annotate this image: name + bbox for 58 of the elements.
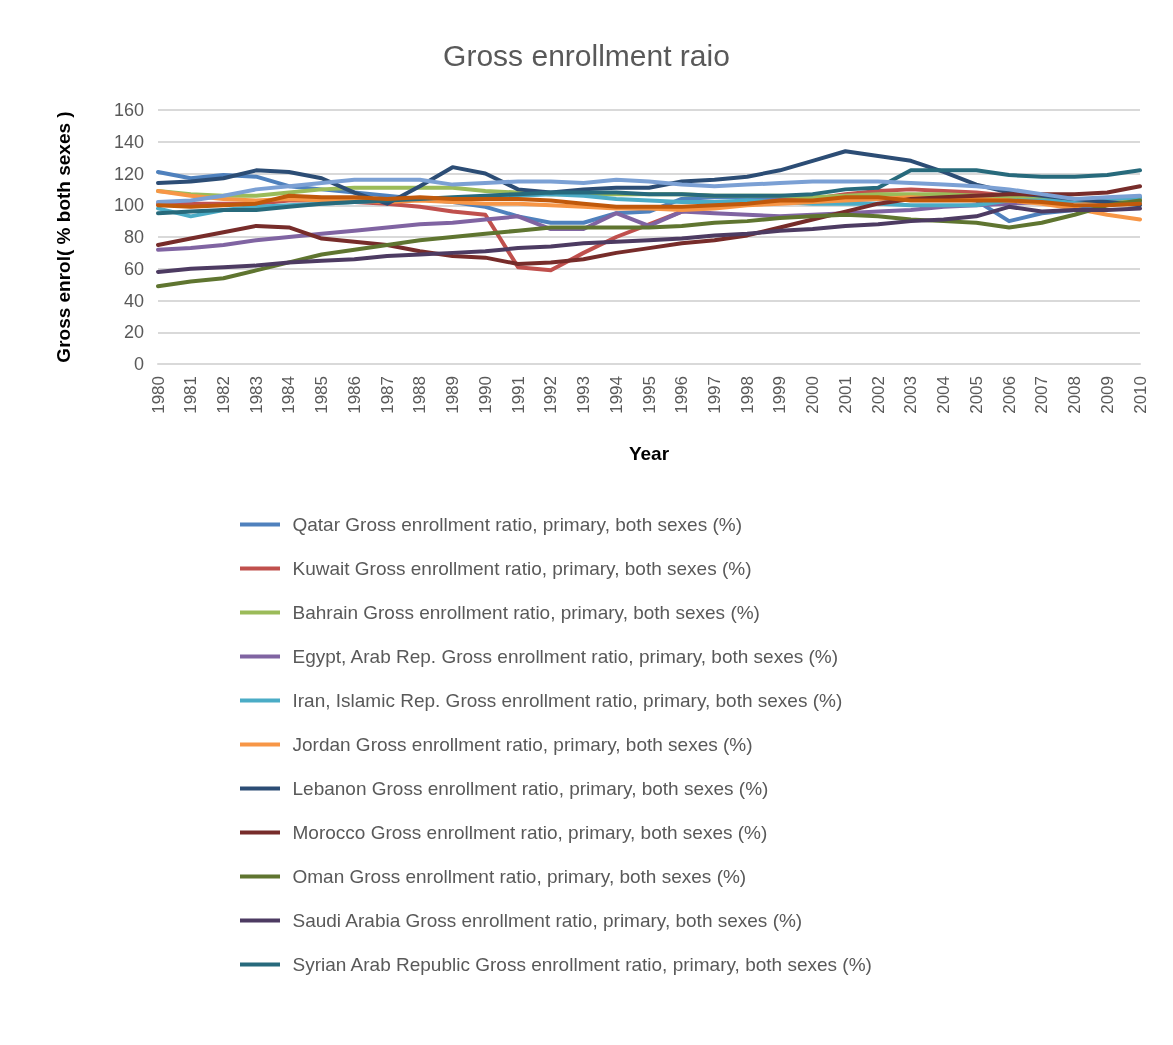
x-tick-label: 1988 (410, 376, 430, 414)
x-tick-label: 1981 (181, 376, 201, 414)
legend-label: Jordan Gross enrollment ratio, primary, both sexes (%) (292, 734, 753, 755)
legend-label: Bahrain Gross enrollment ratio, primary, both sexes (%) (292, 602, 760, 623)
legend-label: Morocco Gross enrollment ratio, primary, both sexes (%) (292, 822, 768, 843)
legend-label: Oman Gross enrollment ratio, primary, both sexes (%) (292, 866, 747, 887)
x-tick-label: 2007 (1032, 376, 1052, 414)
line-series (156, 204, 1142, 274)
x-tick-label: 1982 (213, 376, 233, 414)
x-tick-label: 1993 (574, 376, 594, 414)
line-series (156, 177, 1142, 205)
x-tick-label: 2003 (901, 376, 921, 414)
x-tick-label: 2009 (1097, 376, 1117, 414)
legend-label: Lebanon Gross enrollment ratio, primary, both sexes (%) (292, 778, 769, 799)
x-tick-label: 1991 (508, 376, 528, 414)
x-tick-label: 1985 (312, 376, 332, 414)
x-tick-label: 2004 (934, 376, 954, 414)
x-tick-label: 2008 (1065, 376, 1085, 414)
x-tick-label: 2002 (868, 376, 888, 414)
line-series (156, 193, 1142, 209)
y-tick-label: 140 (113, 131, 144, 152)
line-series (156, 168, 1142, 216)
y-tick-label: 0 (133, 354, 144, 374)
legend-label: Qatar Gross enrollment ratio, primary, both sexes (%) (292, 514, 742, 535)
x-tick-label: 1996 (672, 376, 692, 414)
legend-label: Egypt, Arab Rep. Gross enrollment ratio, primary, both sexes (%) (292, 646, 839, 667)
y-tick-label: 60 (123, 258, 144, 279)
x-tick-label: 1994 (606, 376, 626, 414)
x-axis-title: Year (628, 443, 670, 464)
x-tick-label: 1984 (279, 376, 299, 414)
x-tick-label: 2006 (999, 376, 1019, 414)
x-tick-label: 1986 (344, 376, 364, 414)
x-tick-label: 1990 (475, 376, 495, 414)
legend-label: Syrian Arab Republic Gross enrollment ratio, primary, both sexes (%) (292, 954, 872, 975)
y-axis-title: Gross enrol( % both sexes ) (53, 111, 74, 363)
legend-label: Kuwait Gross enrollment ratio, primary, both sexes (%) (292, 558, 752, 579)
x-tick-label: 2010 (1130, 376, 1150, 414)
x-tick-label: 1997 (704, 376, 724, 414)
x-tick-label: 1983 (246, 376, 266, 414)
x-tick-label: 1980 (148, 376, 168, 414)
y-tick-label: 80 (123, 227, 144, 247)
x-tick-label: 1992 (541, 376, 561, 414)
legend-label: Iran, Islamic Rep. Gross enrollment ratio, primary, both sexes (%) (292, 690, 843, 711)
y-tick-label: 160 (113, 100, 144, 120)
y-tick-label: 40 (123, 290, 144, 311)
x-tick-label: 1995 (639, 376, 659, 414)
x-tick-label: 1987 (377, 376, 397, 414)
y-tick-label: 120 (113, 163, 144, 184)
y-tick-label: 20 (123, 322, 144, 343)
x-tick-label: 1998 (737, 376, 757, 414)
chart-title: Gross enrollment raio (443, 38, 730, 72)
x-tick-label: 2000 (803, 376, 823, 414)
x-tick-label: 2005 (966, 376, 986, 414)
x-tick-label: 1999 (770, 376, 790, 414)
y-tick-label: 100 (113, 195, 144, 216)
legend-label: Saudi Arabia Gross enrollment ratio, primary, both sexes (%) (292, 910, 803, 931)
x-tick-label: 1989 (443, 376, 463, 414)
x-tick-label: 2001 (835, 376, 855, 414)
